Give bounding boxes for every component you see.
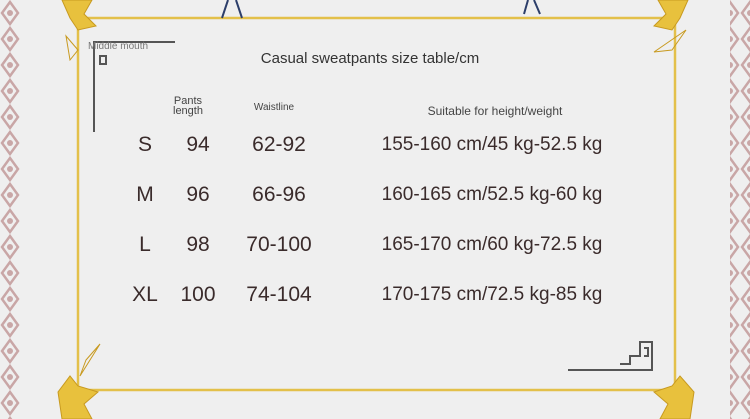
gold-frame: [76, 16, 677, 392]
table-cell: 155-160 cm/45 kg-52.5 kg: [381, 134, 603, 155]
table-cell: 100: [180, 283, 216, 306]
table-cell: 62-92: [252, 133, 306, 156]
left-border: [0, 0, 20, 419]
corner-lines: [93, 41, 175, 132]
strap-lines: [221, 0, 541, 19]
corner-lines: [568, 341, 653, 371]
right-border: [730, 0, 750, 419]
table-cell: M: [136, 183, 154, 206]
header: Pants length: [173, 95, 203, 117]
header: Waistline: [253, 102, 295, 113]
table-cell: 170-175 cm/72.5 kg-85 kg: [381, 284, 603, 305]
header: Suitable for height/weight: [427, 104, 563, 118]
table-cell: 74-104: [246, 283, 312, 306]
table-cell: 66-96: [252, 183, 306, 206]
table-cell: 96: [186, 183, 210, 206]
table-cell: 165-170 cm/60 kg-72.5 kg: [381, 234, 603, 255]
table-cell: 70-100: [246, 233, 312, 256]
table-cell: 94: [186, 133, 210, 156]
corners: [57, 0, 695, 419]
title: Casual sweatpants size table/cm: [260, 50, 480, 67]
table-cell: XL: [132, 283, 158, 306]
watermark: Middle mouth: [88, 41, 149, 52]
table-cell: L: [139, 233, 151, 256]
table-cell: 98: [186, 233, 210, 256]
table-cell: S: [137, 133, 152, 156]
table-cell: 160-165 cm/52.5 kg-60 kg: [381, 184, 603, 205]
